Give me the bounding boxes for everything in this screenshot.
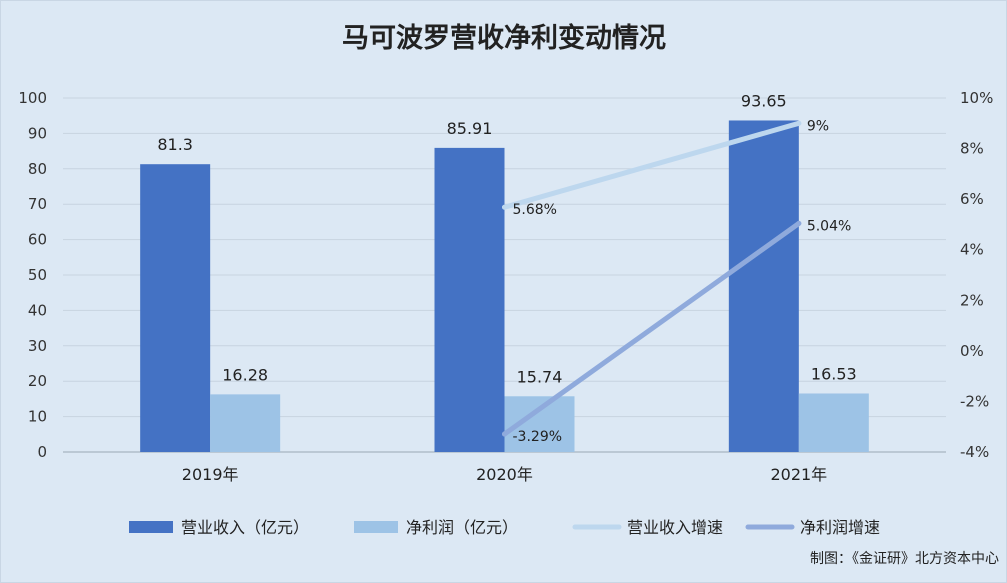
bar xyxy=(798,393,869,452)
legend-label: 营业收入增速 xyxy=(627,518,723,537)
y2-tick-label: 10% xyxy=(960,89,993,107)
bar xyxy=(434,147,505,452)
y-tick-label: 80 xyxy=(28,160,47,178)
chart-title: 马可波罗营收净利变动情况 xyxy=(342,22,666,54)
x-tick-label: 2020年 xyxy=(476,465,533,484)
y-tick-label: 0 xyxy=(37,443,47,461)
y-tick-label: 60 xyxy=(28,231,47,249)
y-tick-label: 30 xyxy=(28,337,47,355)
series-line xyxy=(502,120,802,210)
line-point xyxy=(502,431,507,437)
y2-tick-label: 8% xyxy=(960,140,984,158)
legend-label: 净利润增速 xyxy=(800,518,880,537)
bar xyxy=(728,120,799,452)
lines xyxy=(502,120,802,437)
y2-tick-label: 2% xyxy=(960,291,984,309)
line-value-label: 5.04% xyxy=(807,218,851,234)
data-labels: 81.3 85.91 93.65 16.28 15.74 16.53 5.68% 9% -3.2… xyxy=(157,91,856,445)
y-tick-label: 40 xyxy=(28,301,47,319)
legend-swatch xyxy=(129,521,173,533)
y-tick-label: 100 xyxy=(18,89,47,107)
y-tick-label: 20 xyxy=(28,372,47,390)
bar-value-label: 93.65 xyxy=(741,91,787,110)
bar xyxy=(140,164,211,452)
legend-swatch xyxy=(354,521,398,533)
y-tick-label: 10 xyxy=(28,408,47,426)
bar-value-label: 85.91 xyxy=(447,119,493,138)
bar-value-label: 15.74 xyxy=(517,367,563,386)
legend-label: 净利润（亿元） xyxy=(406,518,518,537)
legend: 营业收入（亿元） 净利润（亿元） 营业收入增速 净利润增速 xyxy=(129,518,880,537)
bar xyxy=(210,394,281,452)
x-tick-label: 2019年 xyxy=(182,465,239,484)
line-point xyxy=(796,220,802,226)
line-value-label: 5.68% xyxy=(513,202,557,218)
credit-text: 制图：《金证研》北方资本中心 xyxy=(810,551,999,567)
y2-tick-label: 4% xyxy=(960,241,984,259)
y2-tick-label: 6% xyxy=(960,190,984,208)
line-point xyxy=(502,204,507,210)
bar-value-label: 16.53 xyxy=(811,364,857,383)
y-tick-label: 90 xyxy=(28,124,47,142)
bar-value-label: 16.28 xyxy=(222,365,268,384)
line-value-label: 9% xyxy=(807,118,829,134)
bar-value-label: 81.3 xyxy=(157,135,193,154)
y-axis-right: -4% -2% 0% 2% 4% 6% 8% 10% xyxy=(960,89,993,461)
y-axis-left: 0 10 20 30 40 50 60 70 80 90 100 xyxy=(18,89,47,461)
y2-tick-label: 0% xyxy=(960,342,984,360)
y-tick-label: 50 xyxy=(28,266,47,284)
y2-tick-label: -2% xyxy=(960,392,989,410)
y-tick-label: 70 xyxy=(28,195,47,213)
legend-label: 营业收入（亿元） xyxy=(181,518,309,537)
x-axis: 2019年 2020年 2021年 xyxy=(182,465,827,484)
series-line xyxy=(502,220,802,437)
x-tick-label: 2021年 xyxy=(770,465,827,484)
bars xyxy=(140,120,869,452)
y2-tick-label: -4% xyxy=(960,443,989,461)
line-value-label: -3.29% xyxy=(513,429,563,445)
line-point xyxy=(796,120,802,126)
